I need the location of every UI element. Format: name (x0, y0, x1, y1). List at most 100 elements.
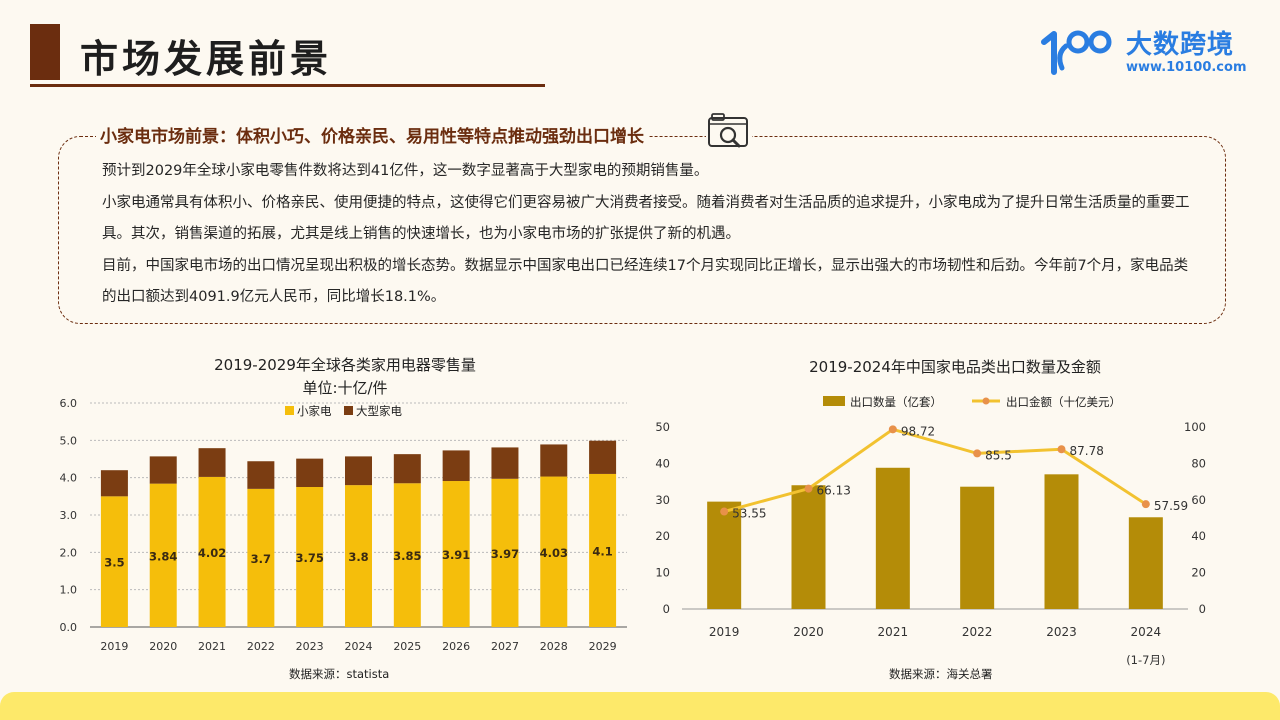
line-point (804, 484, 813, 493)
logo-url[interactable]: www.10100.com (1126, 60, 1247, 75)
bar-small-appliance (442, 481, 470, 627)
bar-small-appliance (198, 476, 226, 627)
legend-swatch-large (344, 406, 353, 415)
bar-data-label: 4.02 (198, 546, 226, 560)
bar-large-appliance (442, 450, 470, 482)
y-tick-label: 1.0 (60, 584, 78, 597)
bar-data-label: 4.1 (592, 544, 612, 558)
x-tick-label: 2021 (878, 625, 909, 639)
bar-large-appliance (345, 456, 372, 486)
title-underline (30, 84, 545, 87)
left-stacked-bar-chart: 0.0 1.0 2.0 3.0 4.0 5.0 6.0 3.5 2019 3.84 2020 4.02… (60, 397, 627, 653)
bar-export-quantity (1044, 474, 1079, 609)
bar-data-label: 3.75 (295, 551, 323, 565)
bar-export-quantity (707, 501, 742, 609)
logo-mark-icon: 100 (1041, 30, 1112, 75)
legend-label: 大型家电 (356, 404, 402, 418)
bar-large-appliance (491, 447, 519, 479)
left-chart-subtitle: 单位:十亿/件 (302, 379, 388, 397)
x-tick-label: 2027 (491, 640, 519, 653)
y-left-tick-label: 40 (655, 456, 670, 470)
bar-small-appliance (540, 476, 568, 627)
bar-export-quantity (875, 467, 910, 609)
bar-export-quantity (960, 486, 995, 609)
legend-swatch-dot (982, 397, 990, 405)
x-tick-label: 2024 (1131, 625, 1162, 639)
x-tick-label: 2028 (540, 640, 568, 653)
right-chart-source: 数据来源：海关总署 (889, 667, 993, 681)
line-data-label: 53.55 (732, 507, 766, 521)
y-right-tick-label: 40 (1191, 529, 1206, 543)
line-point (973, 449, 982, 458)
line-export-value (723, 427, 1147, 513)
line-point (1057, 445, 1066, 454)
y-left-tick-label: 10 (655, 566, 670, 580)
bar-large-appliance (540, 444, 568, 477)
line-point (720, 507, 729, 516)
bar-large-appliance (149, 456, 177, 484)
bar-export-quantity (1128, 517, 1163, 609)
bar-large-appliance (296, 458, 324, 487)
x-tick-label: 2029 (589, 640, 617, 653)
left-chart-title: 2019-2029年全球各类家用电器零售量 (214, 356, 476, 374)
magnifier-card-icon (706, 112, 752, 152)
x-tick-label: 2021 (198, 640, 226, 653)
bar-small-appliance (247, 488, 275, 627)
bar-small-appliance (149, 483, 177, 627)
line-data-label: 87.78 (1070, 444, 1104, 458)
right-chart-title: 2019-2024年中国家电品类出口数量及金额 (809, 358, 1101, 376)
bar-large-appliance (393, 454, 421, 484)
summary-text: 预计到2029年全球小家电零售件数将达到41亿件，这一数字显著高于大型家电的预期… (102, 156, 1202, 314)
x-tick-label: 2026 (442, 640, 470, 653)
y-tick-label: 5.0 (60, 434, 78, 447)
bar-small-appliance (393, 483, 421, 627)
bar-data-label: 3.8 (348, 550, 368, 564)
line-point (1141, 500, 1150, 509)
bar-small-appliance (345, 485, 372, 627)
x-tick-label: 2020 (793, 625, 824, 639)
x-tick-label: 2019 (100, 640, 128, 653)
y-right-tick-label: 80 (1191, 456, 1206, 470)
bar-small-appliance (296, 487, 324, 627)
paragraph: 目前，中国家电市场的出口情况呈现出积极的增长态势。数据显示中国家电出口已经连续1… (102, 257, 1189, 306)
y-right-tick-label: 0 (1199, 602, 1206, 616)
logo-name: 大数跨境 (1126, 30, 1235, 60)
bar-data-label: 3.91 (442, 548, 470, 562)
line-data-label: 57.59 (1154, 499, 1188, 513)
legend-label: 出口数量（亿套） (850, 395, 942, 409)
y-tick-label: 2.0 (60, 546, 78, 559)
bar-data-label: 3.97 (491, 547, 519, 561)
x-tick-sublabel: (1-7月) (1126, 653, 1165, 667)
bar-large-appliance (247, 461, 275, 489)
y-left-tick-label: 50 (655, 420, 670, 434)
y-tick-label: 6.0 (60, 397, 78, 410)
x-tick-label: 2022 (962, 625, 993, 639)
y-left-tick-label: 0 (663, 602, 670, 616)
paragraph: 预计到2029年全球小家电零售件数将达到41亿件，这一数字显著高于大型家电的预期… (102, 163, 709, 179)
line-data-label: 66.13 (817, 484, 851, 498)
x-tick-label: 2023 (296, 640, 324, 653)
title-accent-bar (30, 24, 60, 80)
bar-small-appliance (491, 478, 519, 627)
y-right-tick-label: 60 (1191, 493, 1206, 507)
footer-band (0, 692, 1280, 720)
x-tick-label: 2019 (709, 625, 740, 639)
bar-large-appliance (589, 440, 617, 474)
paragraph: 小家电通常具有体积小、价格亲民、使用便捷的特点，这使得它们更容易被广大消费者接受… (102, 194, 1190, 243)
line-data-label: 98.72 (901, 424, 935, 438)
legend-label: 出口金额（十亿美元） (1006, 395, 1121, 409)
bar-data-label: 4.03 (540, 546, 568, 560)
y-left-tick-label: 20 (655, 529, 670, 543)
y-tick-label: 4.0 (60, 472, 78, 485)
left-chart-source: 数据来源：statista (289, 667, 390, 681)
brand-logo[interactable]: 100 大数跨境 www.10100.com (1040, 22, 1260, 78)
x-tick-label: 2020 (149, 640, 177, 653)
y-right-tick-label: 100 (1184, 420, 1206, 434)
bar-small-appliance (589, 473, 617, 627)
page-title: 市场发展前景 (80, 37, 333, 81)
right-combo-chart: 0 10 20 30 40 50 0 20 40 60 80 100 2019 2020 2021 2022 2… (655, 395, 1206, 667)
bar-large-appliance (198, 448, 226, 477)
line-data-label: 85.5 (985, 448, 1012, 462)
y-tick-label: 0.0 (60, 621, 78, 634)
y-left-tick-label: 30 (655, 493, 670, 507)
